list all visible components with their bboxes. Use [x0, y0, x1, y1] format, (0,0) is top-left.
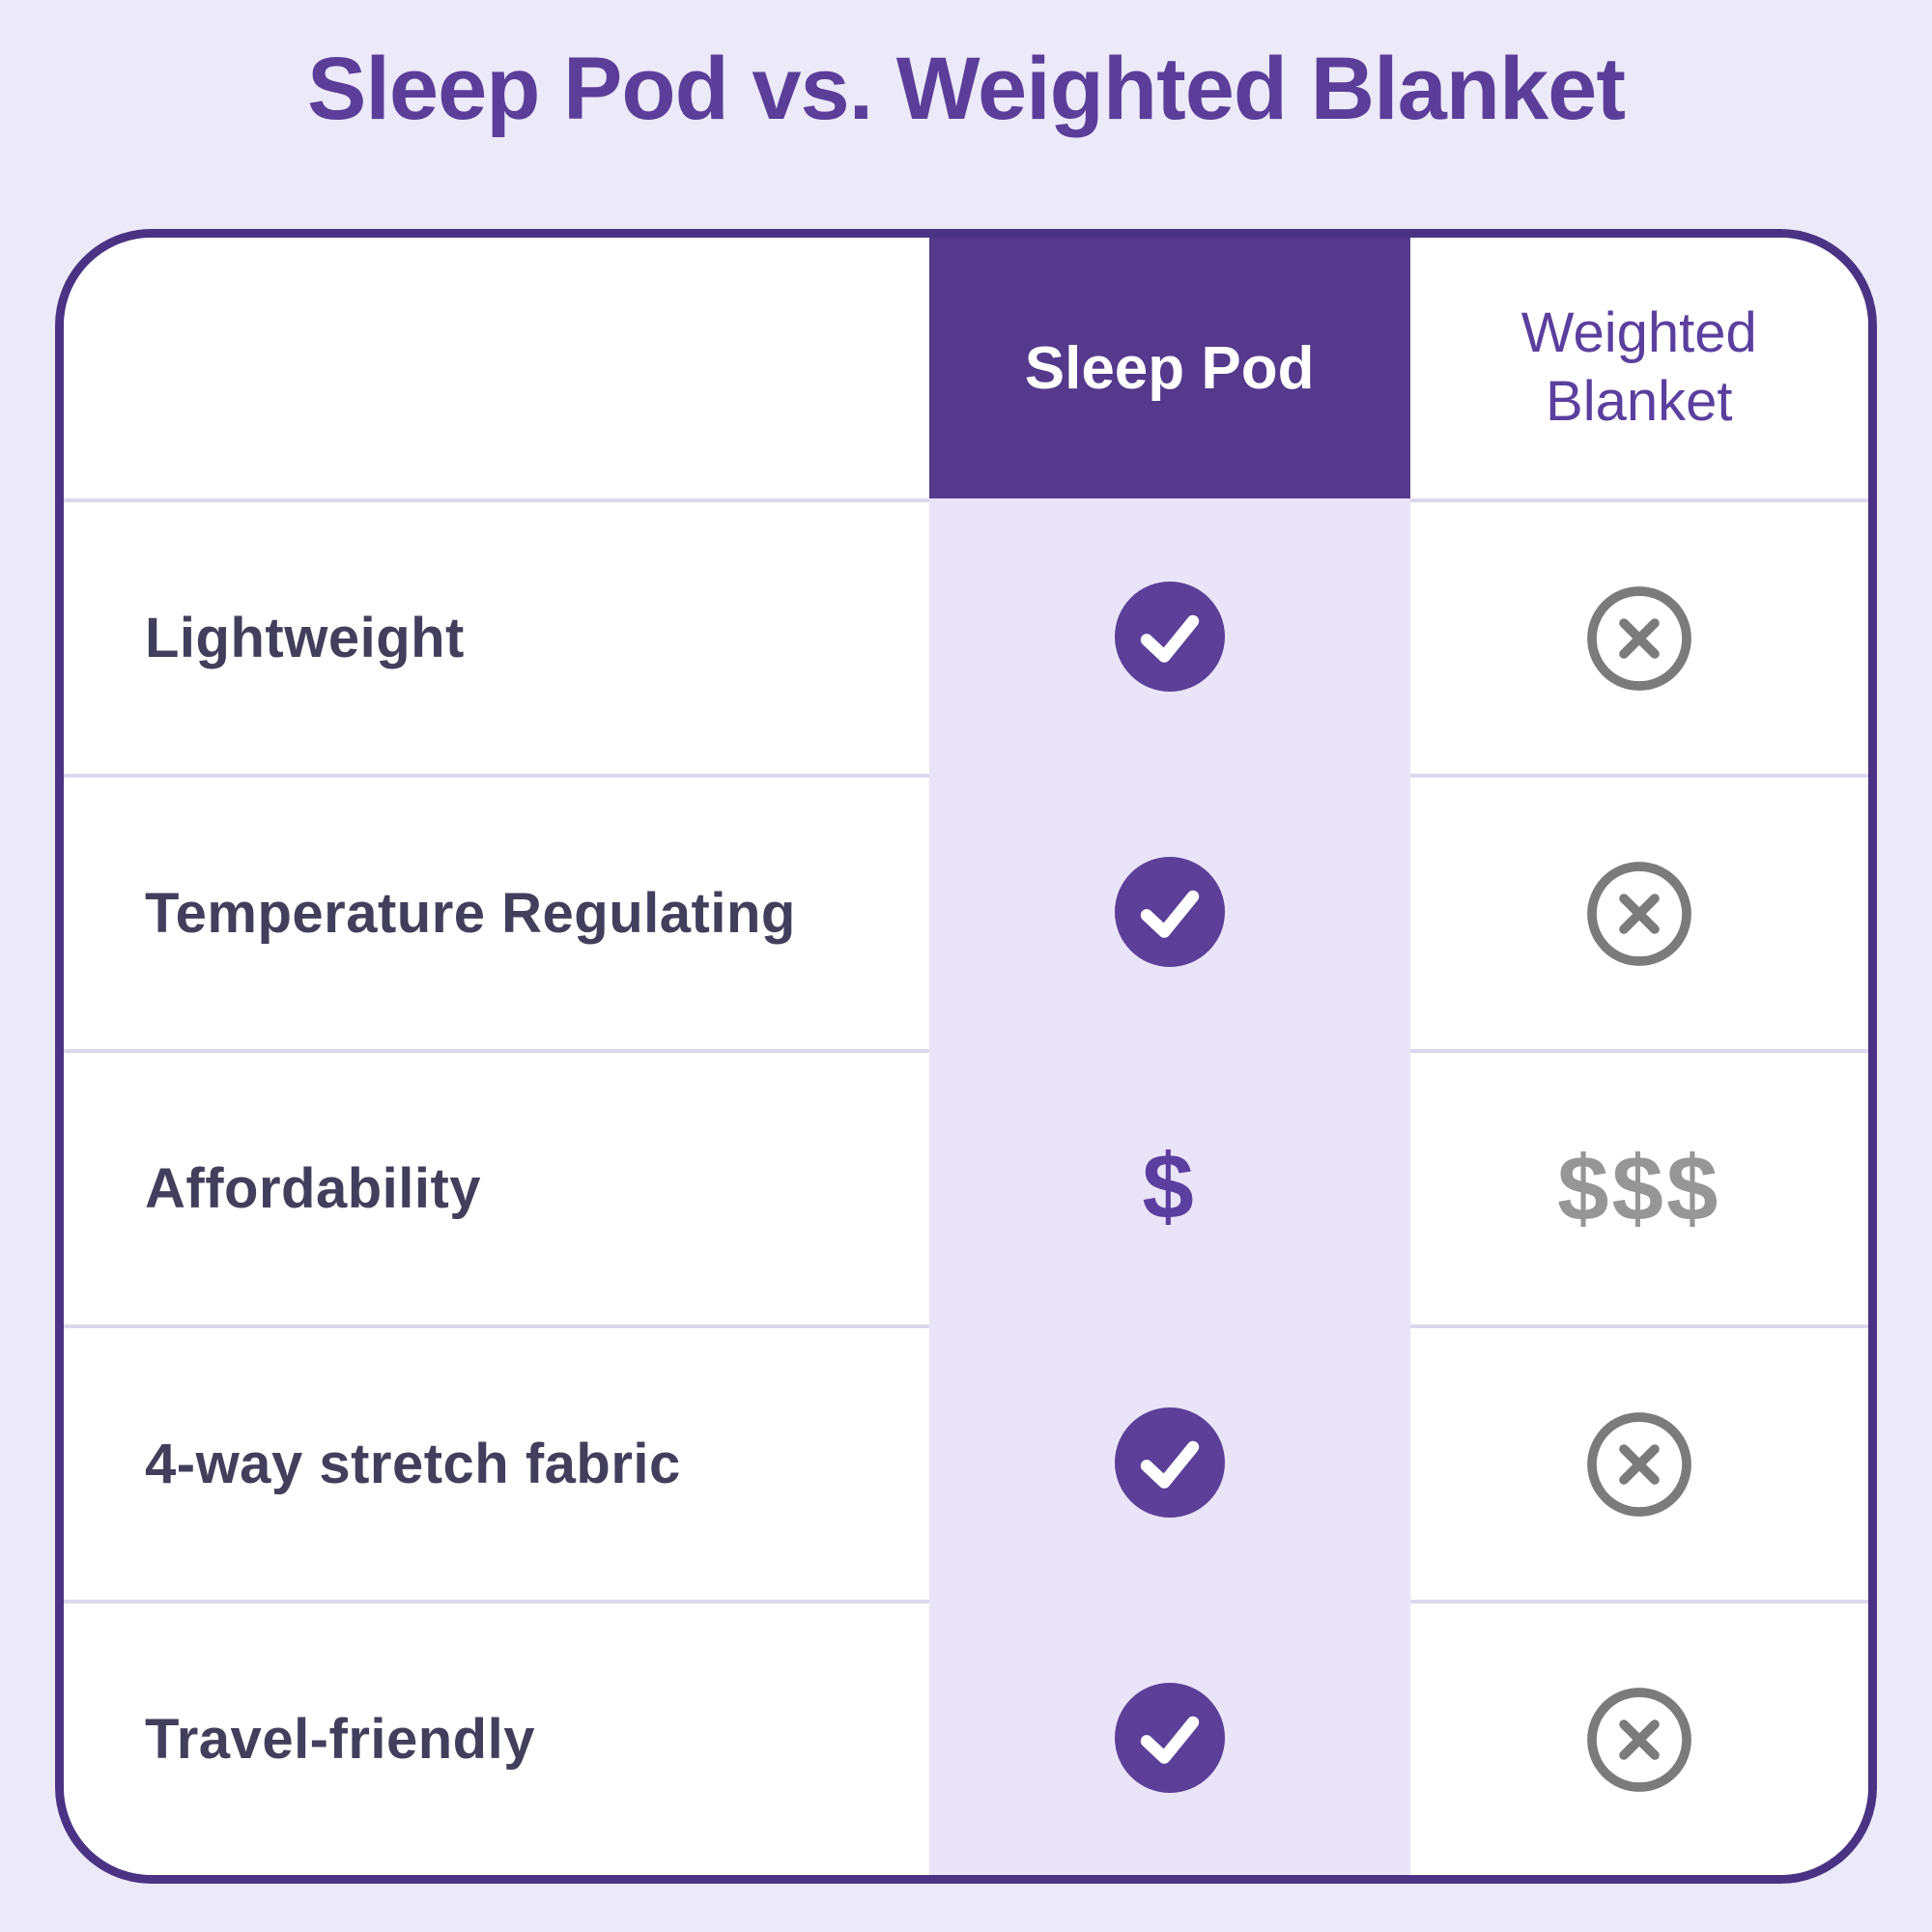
cell-value — [1584, 1685, 1694, 1795]
sleep-pod-cell — [928, 1600, 1410, 1875]
comparison-table: Sleep Pod Weighted Blanket Lightweight T… — [55, 229, 1877, 1884]
header-sleep-pod: Sleep Pod — [928, 238, 1410, 498]
cell-value: $ — [1142, 1134, 1197, 1238]
check-circle-icon — [1114, 856, 1225, 967]
cell-value — [1584, 859, 1694, 969]
sleep-pod-cell — [928, 774, 1410, 1049]
cell-value — [1114, 1682, 1225, 1793]
header-weighted-blanket: Weighted Blanket — [1409, 238, 1868, 498]
header-empty-cell — [64, 238, 929, 498]
check-circle-icon — [1114, 1406, 1225, 1518]
weighted-blanket-cell: $$$ — [1409, 1049, 1868, 1324]
x-circle-icon — [1586, 861, 1691, 966]
x-circle-icon — [1586, 1687, 1691, 1792]
header-weighted-blanket-label: Weighted Blanket — [1520, 301, 1757, 433]
feature-label-affordability: Affordability — [64, 1049, 929, 1324]
page-title: Sleep Pod vs. Weighted Blanket — [307, 40, 1626, 138]
weighted-blanket-cell — [1409, 1324, 1868, 1600]
sleep-pod-cell — [928, 498, 1410, 774]
cell-value — [1114, 856, 1225, 967]
feature-label-4-way-stretch-fabric: 4-way stretch fabric — [64, 1324, 929, 1600]
cell-value — [1584, 1409, 1694, 1520]
weighted-blanket-cell — [1409, 1600, 1868, 1875]
cell-value — [1114, 581, 1225, 692]
cell-value: $$$ — [1557, 1136, 1721, 1240]
feature-label-travel-friendly: Travel-friendly — [64, 1600, 929, 1875]
weighted-blanket-cell — [1409, 498, 1868, 774]
feature-label-temperature-regulating: Temperature Regulating — [64, 774, 929, 1049]
x-circle-icon — [1586, 1411, 1691, 1517]
cell-value — [1584, 583, 1694, 694]
feature-label-lightweight: Lightweight — [64, 498, 929, 774]
x-circle-icon — [1586, 585, 1691, 691]
weighted-blanket-cell — [1409, 774, 1868, 1049]
sleep-pod-cell: $ — [928, 1049, 1410, 1324]
cell-value — [1114, 1406, 1225, 1518]
sleep-pod-cell — [928, 1324, 1410, 1600]
check-circle-icon — [1114, 581, 1225, 692]
check-circle-icon — [1114, 1682, 1225, 1793]
